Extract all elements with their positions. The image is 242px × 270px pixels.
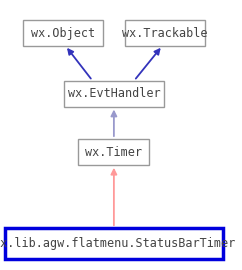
FancyBboxPatch shape <box>125 20 205 46</box>
Text: wx.Trackable: wx.Trackable <box>122 27 208 40</box>
FancyBboxPatch shape <box>5 228 223 259</box>
Text: wx.lib.agw.flatmenu.StatusBarTimer: wx.lib.agw.flatmenu.StatusBarTimer <box>0 237 235 250</box>
FancyBboxPatch shape <box>78 139 150 166</box>
Text: wx.Object: wx.Object <box>31 27 95 40</box>
Text: wx.Timer: wx.Timer <box>85 146 142 159</box>
FancyBboxPatch shape <box>23 20 103 46</box>
Text: wx.EvtHandler: wx.EvtHandler <box>68 87 160 100</box>
FancyBboxPatch shape <box>64 81 164 107</box>
